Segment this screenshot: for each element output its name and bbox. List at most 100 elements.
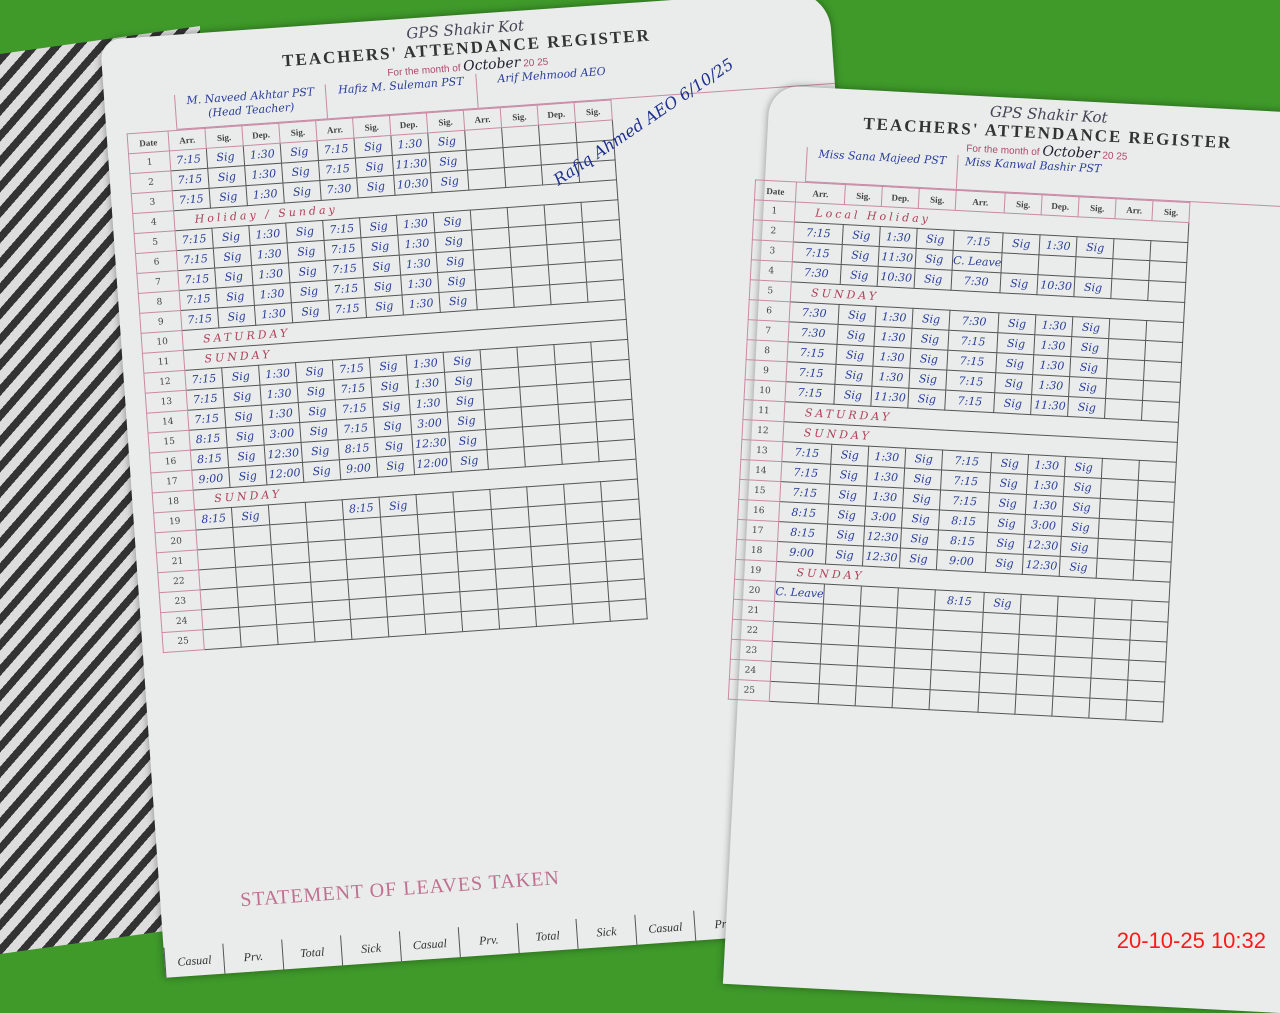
entry-cell bbox=[346, 557, 385, 580]
entry-cell bbox=[553, 342, 593, 365]
column-header: Dep. bbox=[1041, 194, 1080, 217]
entry-cell: Sig bbox=[299, 419, 338, 443]
entry-cell bbox=[474, 267, 513, 290]
column-header: Date bbox=[754, 179, 797, 202]
entry-cell: Sig bbox=[225, 425, 265, 448]
entry-cell: Sig bbox=[834, 384, 872, 407]
entry-cell bbox=[982, 612, 1021, 635]
entry-cell bbox=[457, 549, 496, 572]
entry-cell: 1:30 bbox=[1032, 354, 1071, 377]
entry-cell: 12:30 bbox=[1023, 534, 1062, 557]
entry-cell bbox=[596, 419, 635, 442]
entry-cell bbox=[312, 599, 351, 623]
entry-cell: Sig bbox=[360, 235, 400, 258]
entry-cell bbox=[590, 339, 630, 362]
entry-cell: 3:00 bbox=[1024, 514, 1063, 537]
entry-cell bbox=[549, 282, 588, 305]
entry-cell bbox=[560, 441, 600, 465]
entry-cell bbox=[770, 661, 821, 684]
entry-cell: 1:30 bbox=[865, 486, 904, 509]
entry-cell: 1:30 bbox=[251, 262, 290, 286]
entry-cell: 1:30 bbox=[243, 143, 282, 166]
leaves-column-header: Total bbox=[516, 918, 578, 954]
date-cell: 16 bbox=[737, 499, 780, 522]
entry-cell bbox=[586, 279, 625, 303]
entry-cell: 7:15 bbox=[336, 417, 375, 440]
entry-cell bbox=[350, 616, 389, 640]
date-cell: 25 bbox=[161, 629, 205, 653]
entry-cell: 1:30 bbox=[261, 402, 300, 426]
entry-cell bbox=[897, 587, 936, 610]
entry-cell: 7:15 bbox=[947, 330, 999, 353]
entry-cell: 1:30 bbox=[1031, 374, 1070, 397]
entry-cell: 1:30 bbox=[399, 252, 438, 276]
entry-cell: 1:30 bbox=[1033, 334, 1072, 357]
entry-cell: 12:30 bbox=[862, 546, 901, 568]
entry-cell bbox=[1104, 398, 1143, 421]
entry-cell bbox=[978, 692, 1017, 715]
entry-cell: Sig bbox=[296, 380, 336, 403]
entry-cell: 8:15 bbox=[190, 447, 229, 471]
entry-cell bbox=[604, 538, 644, 562]
entry-cell: 1:30 bbox=[246, 183, 285, 206]
entry-cell: Sig bbox=[429, 150, 468, 173]
entry-cell: Sig bbox=[289, 280, 329, 303]
entry-cell: Sig bbox=[1064, 456, 1103, 479]
entry-cell bbox=[452, 489, 492, 512]
entry-cell bbox=[772, 621, 823, 644]
entry-cell: Sig bbox=[828, 484, 867, 507]
entry-cell bbox=[820, 643, 859, 666]
entry-cell bbox=[859, 605, 898, 628]
entry-cell bbox=[238, 604, 277, 628]
entry-cell: Sig bbox=[224, 405, 263, 428]
entry-cell: 7:15 bbox=[322, 217, 361, 241]
entry-cell bbox=[580, 199, 620, 223]
entry-cell: Sig bbox=[448, 429, 488, 453]
entry-cell bbox=[421, 571, 460, 595]
entry-cell: 7:15 bbox=[326, 277, 366, 301]
entry-cell: 1:30 bbox=[875, 306, 914, 329]
entry-cell: 12:30 bbox=[264, 442, 303, 465]
entry-cell bbox=[979, 672, 1018, 695]
column-header: Sig. bbox=[574, 100, 613, 123]
column-header: Sig. bbox=[918, 188, 957, 211]
entry-cell bbox=[607, 578, 646, 602]
date-cell: 2 bbox=[752, 219, 795, 242]
entry-cell: 1:30 bbox=[244, 163, 283, 186]
entry-cell: Sig bbox=[353, 135, 393, 158]
leaves-column-header: Sick bbox=[575, 914, 637, 949]
column-header: Dep. bbox=[881, 186, 920, 209]
entry-cell: Sig bbox=[1060, 536, 1099, 559]
entry-cell bbox=[606, 558, 645, 582]
entry-cell bbox=[1131, 600, 1170, 623]
entry-cell bbox=[556, 381, 595, 405]
entry-cell bbox=[528, 504, 567, 527]
column-header: Sig. bbox=[1078, 196, 1117, 219]
entry-cell bbox=[504, 165, 543, 188]
entry-cell: Sig bbox=[370, 374, 410, 398]
entry-cell: 1:30 bbox=[1027, 454, 1066, 477]
entry-cell: 7:15 bbox=[793, 221, 844, 245]
entry-cell bbox=[1019, 614, 1058, 637]
entry-cell: Sig bbox=[450, 449, 489, 473]
entry-cell: Sig bbox=[427, 130, 467, 153]
entry-cell: 7:15 bbox=[941, 450, 992, 473]
entry-cell bbox=[896, 607, 935, 630]
entry-cell: 1:30 bbox=[406, 352, 445, 375]
column-header: Sig. bbox=[204, 125, 244, 149]
entry-cell: Sig bbox=[298, 399, 337, 423]
entry-cell bbox=[343, 517, 382, 540]
entry-cell: Sig bbox=[915, 248, 954, 271]
entry-cell bbox=[1129, 640, 1168, 663]
entry-cell: Sig bbox=[209, 185, 248, 209]
entry-cell: Sig bbox=[1069, 356, 1108, 379]
date-cell: 21 bbox=[732, 599, 775, 622]
entry-cell bbox=[929, 689, 980, 713]
entry-cell: Sig bbox=[362, 255, 401, 278]
entry-cell: Sig bbox=[902, 488, 941, 510]
entry-cell bbox=[563, 481, 602, 505]
entry-cell: 1:30 bbox=[248, 222, 288, 246]
entry-cell bbox=[1090, 678, 1129, 701]
entry-cell bbox=[201, 607, 240, 630]
entry-cell bbox=[481, 367, 520, 390]
